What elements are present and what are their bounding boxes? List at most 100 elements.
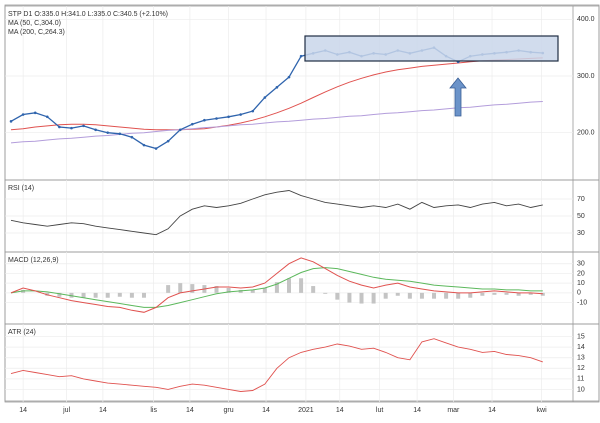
histogram-bar: [492, 292, 497, 295]
price-point: [33, 111, 37, 115]
y-tick-label: 10: [577, 386, 585, 393]
histogram-bar: [432, 292, 437, 299]
histogram-bar: [262, 288, 267, 293]
y-tick-label: 400.0: [577, 16, 595, 23]
x-tick-label: 14: [413, 407, 421, 414]
y-tick-label: 50: [577, 213, 585, 220]
histogram-bar: [311, 286, 316, 293]
legend-entry: MA (50, C,304.0): [8, 20, 61, 27]
series-line: [10, 101, 543, 144]
y-tick-label: 300.0: [577, 73, 595, 80]
histogram-bar: [299, 278, 304, 293]
price-point: [299, 54, 303, 58]
y-tick-label: 15: [577, 333, 585, 340]
histogram-bar: [214, 286, 219, 293]
price-point: [154, 147, 158, 150]
x-tick-label: kwi: [537, 407, 548, 414]
histogram-bar: [480, 292, 485, 296]
y-tick-label: 20: [577, 270, 585, 277]
annotation: [304, 35, 559, 117]
signal-line: [10, 267, 543, 308]
histogram-bar: [419, 292, 424, 299]
y-tick-label: 200.0: [577, 130, 595, 137]
histogram-bar: [444, 292, 449, 299]
legend-entry: MA (200, C,264.3): [8, 29, 65, 36]
price-point: [166, 139, 170, 143]
histogram-bar: [105, 292, 110, 298]
histogram-bar: [528, 292, 533, 295]
price-point: [70, 126, 73, 130]
price-point: [275, 86, 279, 89]
histogram-bar: [395, 292, 400, 296]
x-tick-label: 2021: [298, 407, 314, 414]
histogram-bar: [274, 282, 279, 293]
histogram-bar: [383, 292, 388, 299]
arrow: [449, 77, 467, 117]
y-tick-label: 10: [577, 280, 585, 287]
panel-title: STP D1 O:335.0 H:341.0 L:335.0 C:340.5 (…: [8, 11, 168, 18]
price-point: [215, 117, 218, 120]
y-tick-label: 30: [577, 261, 585, 268]
histogram-bar: [129, 292, 134, 298]
price-point: [58, 125, 61, 129]
histogram-bar: [504, 292, 509, 295]
x-tick-label: 14: [19, 407, 27, 414]
price-point: [178, 128, 182, 132]
price-point: [239, 113, 242, 116]
histogram-bar: [335, 292, 340, 300]
price-point: [142, 143, 146, 147]
price-point: [263, 96, 267, 99]
y-tick-label: 13: [577, 355, 585, 362]
y-tick-label: 11: [577, 376, 584, 383]
x-tick-label: 14: [336, 407, 344, 414]
panel-frame: [4, 323, 600, 403]
histogram-bar: [540, 292, 545, 296]
histogram-bar: [323, 292, 328, 294]
price-point: [94, 128, 97, 132]
histogram-bar: [347, 292, 352, 303]
price-point: [251, 109, 255, 113]
x-tick-label: 14: [262, 407, 270, 414]
histogram-bar: [250, 289, 255, 293]
price-point: [203, 118, 206, 122]
value-line: [10, 338, 543, 392]
y-tick-label: 12: [577, 365, 585, 372]
price-point: [191, 122, 194, 126]
x-tick-label: 14: [99, 407, 107, 414]
y-tick-label: 14: [577, 344, 585, 351]
price-point: [21, 113, 25, 116]
histogram-bar: [287, 278, 291, 293]
y-tick-label: 30: [577, 230, 585, 237]
histogram-bar: [371, 292, 376, 304]
histogram-bar: [178, 283, 183, 293]
histogram-bar: [456, 292, 461, 299]
y-tick-label: 70: [577, 196, 585, 203]
x-tick-label: 14: [488, 407, 496, 414]
histogram-bar: [117, 292, 122, 297]
histogram-bar: [93, 292, 98, 298]
macd-line: [10, 257, 543, 313]
highlight-box: [304, 35, 559, 62]
x-tick-label: mar: [447, 407, 460, 414]
value-line: [10, 190, 543, 236]
panel-title: ATR (24): [8, 329, 36, 336]
price-point: [287, 75, 291, 79]
x-tick-label: lut: [376, 407, 383, 414]
panel-title: MACD (12,26,9): [8, 257, 59, 264]
histogram-bar: [81, 292, 86, 298]
histogram-bar: [468, 292, 473, 298]
histogram-bar: [407, 292, 412, 299]
histogram-bar: [226, 288, 231, 293]
y-tick-label: -10: [577, 299, 587, 306]
price-point: [130, 135, 134, 139]
price-point: [82, 124, 85, 128]
series-line: [10, 57, 543, 131]
price-point: [106, 131, 110, 134]
x-tick-label: lis: [150, 407, 157, 414]
histogram-bar: [141, 292, 146, 298]
x-tick-label: gru: [224, 407, 234, 414]
histogram-bar: [190, 284, 195, 293]
x-tick-label: 14: [186, 407, 194, 414]
